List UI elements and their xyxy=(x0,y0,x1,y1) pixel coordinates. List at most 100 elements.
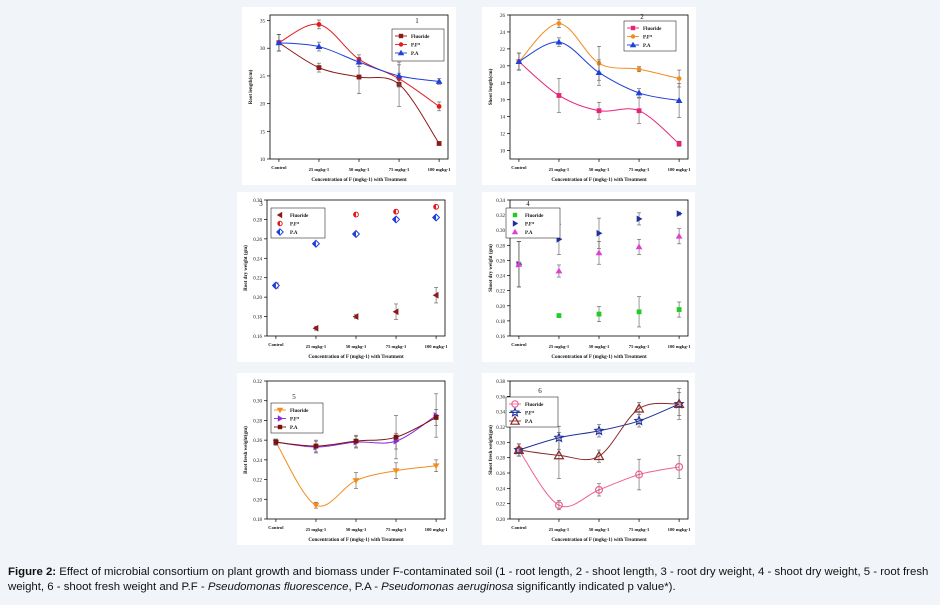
caption-text-c: significantly indicated p value*). xyxy=(513,581,676,593)
y-tick-label: 0.24 xyxy=(253,257,262,262)
legend-label: Fluoride xyxy=(525,403,544,408)
x-axis: Control 25 mgkg-1 50 mgkg-1 75 mgkg-1 100 mg… xyxy=(268,519,448,543)
series-pa xyxy=(513,392,685,479)
panel-number: 1 xyxy=(415,17,419,25)
data-point xyxy=(316,22,322,27)
y-axis-title: Root dry weight (gm) xyxy=(244,245,249,291)
x-axis: Control 25 mgkg-1 50 mgkg-1 75 mgkg-1 100 mg… xyxy=(511,336,691,360)
data-point xyxy=(312,324,319,332)
shoot-dry-weight-chart: 0.16 0.18 0.20 0.22 0.24 0.26 0.28 0.30 0.32 0.34… xyxy=(489,199,691,360)
x-tick-label: 50 mgkg-1 xyxy=(589,527,610,532)
y-tick-label: 0.22 xyxy=(253,479,262,484)
data-point xyxy=(676,76,682,81)
data-point xyxy=(312,502,320,509)
y-tick-label: 0.28 xyxy=(253,419,262,424)
data-point xyxy=(393,434,399,440)
data-point xyxy=(433,203,440,210)
y-tick-label: 0.26 xyxy=(496,259,505,264)
data-point-fill xyxy=(433,204,437,210)
x-tick-label: Control xyxy=(268,525,284,530)
data-point xyxy=(273,439,279,445)
legend-marker xyxy=(276,211,283,219)
x-tick-label: 100 mgkg-1 xyxy=(668,167,692,172)
y-tick-label: 0.26 xyxy=(496,472,505,477)
data-point xyxy=(271,281,281,290)
x-tick-label: 25 mgkg-1 xyxy=(549,344,570,349)
data-point xyxy=(355,58,363,65)
y-axis-title: Root fresh weight(gm) xyxy=(244,426,249,474)
data-point xyxy=(555,267,563,274)
data-point xyxy=(553,449,565,460)
data-point xyxy=(556,313,562,318)
figure-caption: Figure 2: Effect of microbial consortium… xyxy=(8,565,934,595)
data-point xyxy=(436,141,442,146)
x-axis-title: Concentration of F (mgkg-1) with Treatme… xyxy=(308,355,404,360)
x-tick-label: 75 mgkg-1 xyxy=(629,344,650,349)
y-tick-label: 0.22 xyxy=(496,290,505,295)
panel-number: 4 xyxy=(526,200,530,208)
legend-label: P.A xyxy=(525,420,533,425)
data-point xyxy=(392,468,400,475)
data-point xyxy=(315,43,323,49)
root-length-chart: 10 15 20 25 30 35 Control 25 mgkg-1 50 mgkg-1 75 … xyxy=(249,14,452,183)
data-point xyxy=(436,103,442,109)
y-axis: 10 12 14 16 18 20 22 24 26 xyxy=(500,14,510,155)
legend-label: P.F* xyxy=(290,418,300,423)
y-tick-label: 0.36 xyxy=(496,395,505,400)
data-point xyxy=(635,243,643,250)
x-tick-label: 75 mgkg-1 xyxy=(386,344,407,349)
x-tick-label: 100 mgkg-1 xyxy=(425,344,449,349)
data-point xyxy=(594,485,603,494)
y-tick-label: 14 xyxy=(500,116,506,121)
data-point xyxy=(356,74,362,80)
legend-marker xyxy=(511,228,519,235)
y-tick-label: 0.28 xyxy=(253,218,262,223)
y-tick-label: 0.22 xyxy=(496,503,505,508)
plot-frame xyxy=(266,380,446,520)
y-tick-label: 26 xyxy=(500,14,506,19)
y-tick-label: 10 xyxy=(500,150,506,155)
y-axis-title: Shoot length(cm) xyxy=(489,68,494,105)
data-point xyxy=(353,211,359,218)
y-tick-label: 0.32 xyxy=(253,380,262,385)
legend-label: P.A xyxy=(290,231,298,236)
y-tick-label: 0.22 xyxy=(253,277,262,282)
caption-pa-name: Pseudomonas aeruginosa xyxy=(381,581,514,593)
x-tick-label: 50 mgkg-1 xyxy=(589,344,610,349)
x-tick-label: 50 mgkg-1 xyxy=(349,167,370,172)
legend-label: P.A xyxy=(411,52,419,57)
panel-number: 3 xyxy=(259,200,263,208)
data-point xyxy=(515,58,523,64)
data-point xyxy=(676,210,683,217)
data-point xyxy=(316,65,322,71)
y-tick-label: 0.24 xyxy=(496,487,505,492)
x-tick-label: 75 mgkg-1 xyxy=(629,527,650,532)
y-axis: 0.20 0.22 0.24 0.26 0.28 0.30 0.32 0.34 0.36 0.38 xyxy=(496,380,510,523)
legend-label: P.A xyxy=(290,426,298,431)
y-tick-label: 20 xyxy=(260,103,266,108)
chart-panel-4: 0.16 0.18 0.20 0.22 0.24 0.26 0.28 0.30 0.32 0.34… xyxy=(482,192,695,362)
legend-marker xyxy=(630,25,636,31)
y-tick-label: 0.20 xyxy=(253,498,262,503)
legend-label: P.F* xyxy=(525,412,535,417)
legend-label: Fluoride xyxy=(525,214,544,219)
data-point-fill xyxy=(393,209,397,215)
data-point-fill xyxy=(432,214,437,221)
x-axis-title: Concentration of F (mgkg-1) with Treatme… xyxy=(551,355,647,360)
series-fluoride xyxy=(514,443,684,511)
data-point xyxy=(633,402,645,413)
data-point xyxy=(313,443,319,449)
data-point xyxy=(596,108,602,114)
chart-panel-3: 0.16 0.18 0.20 0.22 0.24 0.26 0.28 0.30 Control 2… xyxy=(237,192,453,362)
data-point xyxy=(351,229,361,239)
y-axis: 0.18 0.20 0.22 0.24 0.26 0.28 0.30 0.32 xyxy=(253,380,267,523)
y-tick-label: 35 xyxy=(260,20,266,25)
x-tick-label: 100 mgkg-1 xyxy=(428,167,452,172)
legend-label: Fluoride xyxy=(290,409,309,414)
y-axis-title: Shoot dry weight (gm) xyxy=(489,244,494,292)
y-tick-label: 0.24 xyxy=(496,275,505,280)
series-pa xyxy=(515,228,683,288)
data-point xyxy=(673,398,685,409)
y-tick-label: 0.32 xyxy=(496,426,505,431)
x-tick-label: 25 mgkg-1 xyxy=(306,344,327,349)
